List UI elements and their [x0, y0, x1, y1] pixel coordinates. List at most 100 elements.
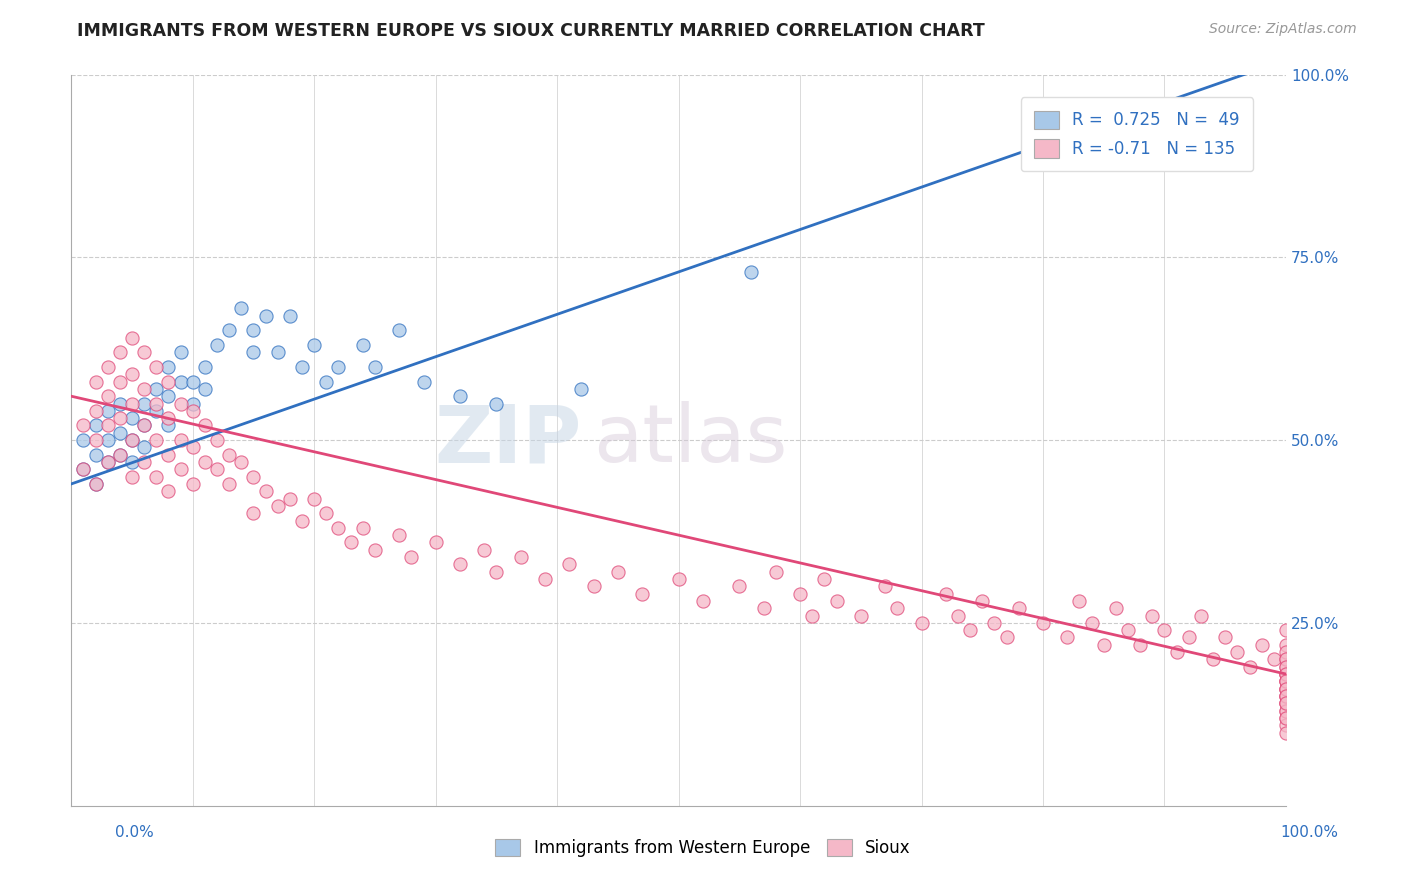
- Point: [849, 608, 872, 623]
- Point: [752, 601, 775, 615]
- Point: [134, 396, 156, 410]
- Point: [134, 455, 156, 469]
- Point: [157, 359, 180, 374]
- Point: [1275, 704, 1298, 718]
- Point: [108, 411, 131, 425]
- Point: [97, 433, 120, 447]
- Point: [121, 368, 143, 382]
- Point: [194, 382, 217, 396]
- Point: [1275, 645, 1298, 659]
- Point: [339, 535, 361, 549]
- Point: [631, 586, 654, 600]
- Point: [364, 359, 387, 374]
- Point: [194, 455, 217, 469]
- Point: [231, 455, 253, 469]
- Text: 100.0%: 100.0%: [1281, 825, 1339, 840]
- Point: [388, 528, 411, 542]
- Point: [959, 623, 981, 637]
- Point: [728, 579, 751, 593]
- Point: [1275, 725, 1298, 739]
- Point: [108, 425, 131, 440]
- Point: [946, 608, 969, 623]
- Point: [134, 345, 156, 359]
- Point: [1239, 659, 1261, 673]
- Point: [97, 455, 120, 469]
- Point: [509, 550, 531, 565]
- Point: [485, 565, 508, 579]
- Point: [1275, 652, 1298, 666]
- Point: [813, 572, 835, 586]
- Point: [789, 586, 811, 600]
- Point: [1080, 615, 1102, 630]
- Point: [205, 433, 228, 447]
- Point: [1275, 659, 1298, 673]
- Point: [97, 404, 120, 418]
- Point: [1275, 696, 1298, 710]
- Point: [388, 323, 411, 337]
- Point: [1275, 696, 1298, 710]
- Point: [1166, 645, 1188, 659]
- Point: [1275, 718, 1298, 732]
- Point: [121, 433, 143, 447]
- Point: [254, 309, 277, 323]
- Point: [910, 615, 932, 630]
- Point: [121, 455, 143, 469]
- Point: [84, 404, 107, 418]
- Point: [1189, 608, 1212, 623]
- Text: Source: ZipAtlas.com: Source: ZipAtlas.com: [1209, 22, 1357, 37]
- Point: [84, 375, 107, 389]
- Point: [1142, 608, 1164, 623]
- Point: [606, 565, 628, 579]
- Point: [1275, 689, 1298, 703]
- Point: [1239, 60, 1261, 74]
- Point: [291, 359, 314, 374]
- Point: [668, 572, 690, 586]
- Point: [825, 594, 848, 608]
- Text: 0.0%: 0.0%: [115, 825, 155, 840]
- Point: [1213, 631, 1236, 645]
- Point: [231, 301, 253, 316]
- Point: [1275, 667, 1298, 681]
- Point: [84, 448, 107, 462]
- Point: [328, 359, 350, 374]
- Point: [302, 491, 325, 506]
- Point: [1275, 681, 1298, 696]
- Point: [242, 323, 264, 337]
- Point: [121, 433, 143, 447]
- Point: [1008, 601, 1031, 615]
- Point: [134, 418, 156, 433]
- Point: [121, 469, 143, 483]
- Point: [1275, 711, 1298, 725]
- Point: [801, 608, 824, 623]
- Point: [1275, 689, 1298, 703]
- Point: [1226, 645, 1249, 659]
- Point: [328, 521, 350, 535]
- Point: [72, 433, 94, 447]
- Point: [218, 323, 240, 337]
- Point: [692, 594, 714, 608]
- Point: [983, 615, 1005, 630]
- Point: [134, 418, 156, 433]
- Point: [1105, 601, 1128, 615]
- Point: [1275, 696, 1298, 710]
- Point: [1275, 667, 1298, 681]
- Text: atlas: atlas: [593, 401, 787, 479]
- Point: [1092, 638, 1115, 652]
- Point: [181, 404, 204, 418]
- Point: [1069, 594, 1091, 608]
- Text: IMMIGRANTS FROM WESTERN EUROPE VS SIOUX CURRENTLY MARRIED CORRELATION CHART: IMMIGRANTS FROM WESTERN EUROPE VS SIOUX …: [77, 22, 986, 40]
- Point: [157, 418, 180, 433]
- Point: [1032, 615, 1054, 630]
- Point: [108, 448, 131, 462]
- Point: [1275, 667, 1298, 681]
- Point: [84, 418, 107, 433]
- Point: [84, 477, 107, 491]
- Point: [242, 506, 264, 520]
- Point: [121, 411, 143, 425]
- Point: [194, 359, 217, 374]
- Point: [1153, 623, 1175, 637]
- Point: [401, 550, 423, 565]
- Point: [352, 521, 374, 535]
- Point: [765, 565, 787, 579]
- Point: [1116, 623, 1139, 637]
